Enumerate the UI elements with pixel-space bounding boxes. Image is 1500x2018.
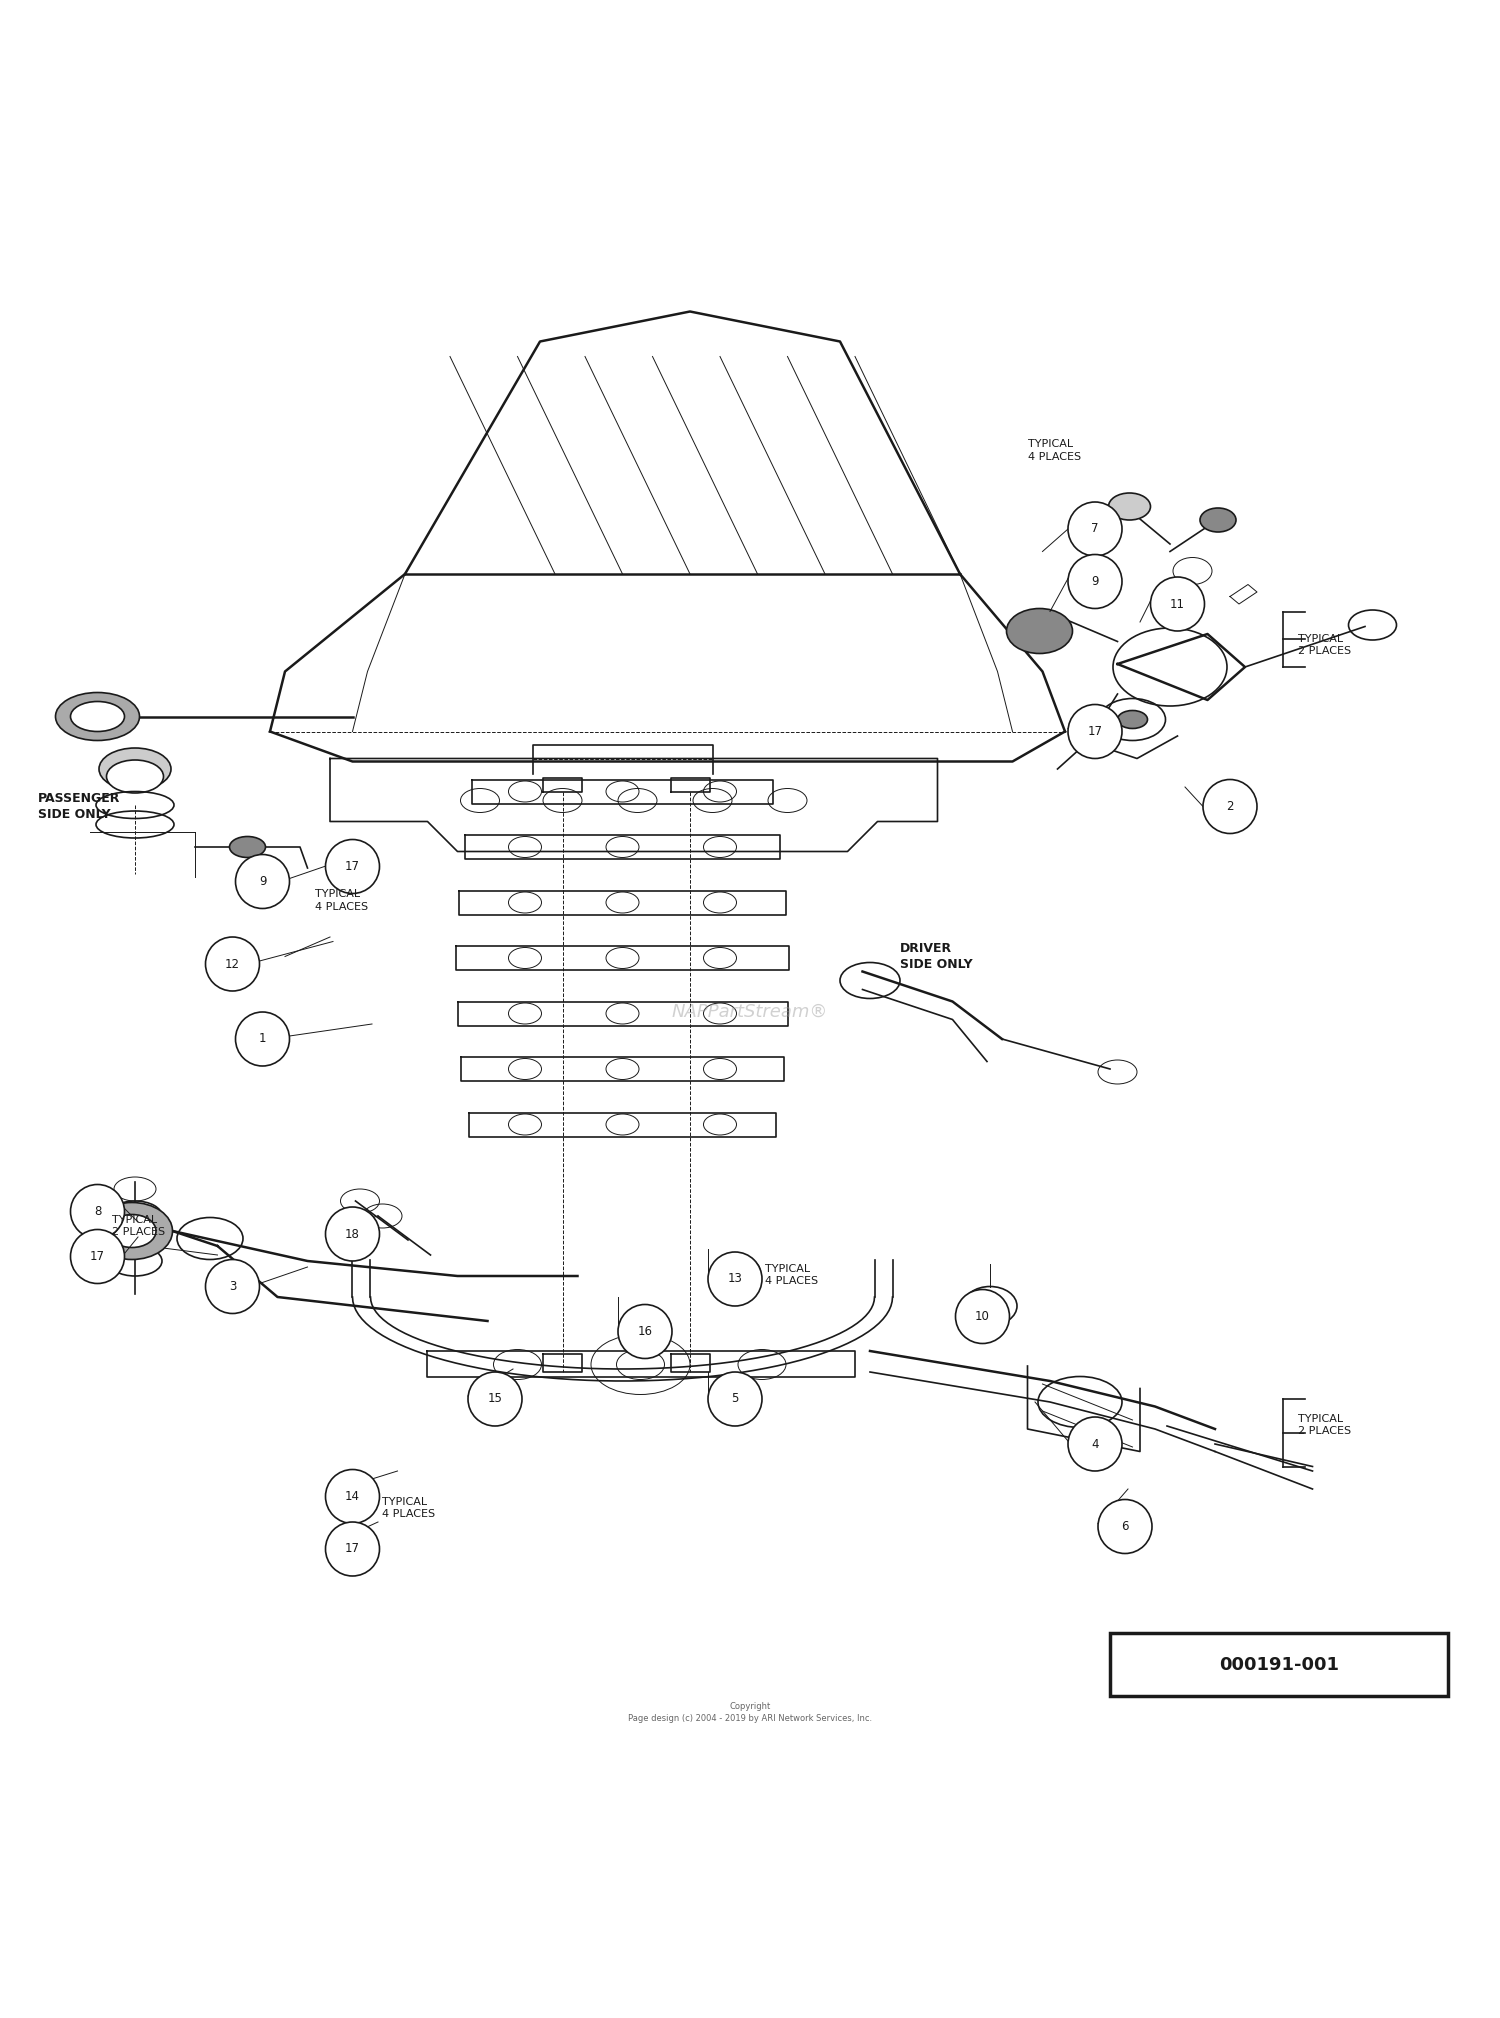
Text: 000191-001: 000191-001: [1218, 1655, 1338, 1673]
Text: 9: 9: [258, 876, 267, 888]
Ellipse shape: [56, 692, 140, 741]
Text: 5: 5: [732, 1392, 738, 1405]
Text: PASSENGER
SIDE ONLY: PASSENGER SIDE ONLY: [38, 793, 120, 821]
Circle shape: [1203, 779, 1257, 833]
Ellipse shape: [108, 1215, 156, 1247]
Text: 7: 7: [1090, 523, 1098, 535]
Text: 14: 14: [345, 1489, 360, 1503]
Text: NAPPartStream®: NAPPartStream®: [672, 1003, 828, 1021]
Text: 18: 18: [345, 1227, 360, 1241]
Circle shape: [1150, 577, 1204, 632]
Text: TYPICAL
2 PLACES: TYPICAL 2 PLACES: [112, 1215, 165, 1237]
Text: TYPICAL
4 PLACES: TYPICAL 4 PLACES: [315, 890, 368, 912]
Text: TYPICAL
2 PLACES: TYPICAL 2 PLACES: [1298, 634, 1350, 656]
Circle shape: [618, 1304, 672, 1358]
Text: TYPICAL
2 PLACES: TYPICAL 2 PLACES: [1298, 1415, 1350, 1437]
Ellipse shape: [1007, 609, 1072, 654]
Text: 17: 17: [90, 1249, 105, 1263]
Text: TYPICAL
4 PLACES: TYPICAL 4 PLACES: [765, 1263, 818, 1287]
Ellipse shape: [70, 702, 124, 731]
Ellipse shape: [106, 761, 164, 793]
Circle shape: [1068, 1417, 1122, 1471]
Text: 9: 9: [1090, 575, 1098, 587]
Bar: [1110, 1633, 1448, 1695]
Circle shape: [326, 1207, 380, 1261]
Circle shape: [708, 1251, 762, 1306]
Text: 11: 11: [1170, 597, 1185, 611]
Circle shape: [236, 854, 290, 908]
Text: 12: 12: [225, 957, 240, 971]
Circle shape: [70, 1185, 124, 1239]
Ellipse shape: [1108, 492, 1150, 521]
Ellipse shape: [1118, 710, 1148, 728]
Text: TYPICAL
4 PLACES: TYPICAL 4 PLACES: [382, 1497, 435, 1520]
Text: 17: 17: [345, 1542, 360, 1556]
Ellipse shape: [230, 837, 266, 858]
Text: 2: 2: [1227, 799, 1233, 813]
Circle shape: [708, 1372, 762, 1427]
Circle shape: [468, 1372, 522, 1427]
Circle shape: [1068, 704, 1122, 759]
Ellipse shape: [92, 1203, 172, 1259]
Text: DRIVER
SIDE ONLY: DRIVER SIDE ONLY: [900, 942, 972, 971]
Text: 8: 8: [94, 1205, 100, 1219]
Ellipse shape: [1200, 509, 1236, 533]
Text: 10: 10: [975, 1310, 990, 1324]
Text: 13: 13: [728, 1273, 742, 1285]
Text: Copyright
Page design (c) 2004 - 2019 by ARI Network Services, Inc.: Copyright Page design (c) 2004 - 2019 by…: [628, 1703, 872, 1723]
Text: 16: 16: [638, 1326, 652, 1338]
Circle shape: [326, 1522, 380, 1576]
Ellipse shape: [99, 749, 171, 789]
Circle shape: [1098, 1499, 1152, 1554]
Circle shape: [1068, 555, 1122, 609]
Text: 1: 1: [258, 1033, 267, 1045]
Circle shape: [326, 839, 380, 894]
Circle shape: [326, 1469, 380, 1524]
Circle shape: [1068, 502, 1122, 557]
Text: 15: 15: [488, 1392, 502, 1405]
Text: 4: 4: [1090, 1437, 1098, 1451]
Text: TYPICAL
4 PLACES: TYPICAL 4 PLACES: [1028, 440, 1080, 462]
Circle shape: [236, 1011, 290, 1066]
Text: 17: 17: [1088, 724, 1102, 739]
Circle shape: [956, 1290, 1010, 1344]
Circle shape: [206, 936, 260, 991]
Text: 3: 3: [230, 1279, 236, 1294]
Text: 6: 6: [1120, 1520, 1128, 1534]
Ellipse shape: [1208, 785, 1252, 813]
Circle shape: [70, 1229, 124, 1283]
Text: 17: 17: [345, 860, 360, 874]
Circle shape: [206, 1259, 260, 1314]
